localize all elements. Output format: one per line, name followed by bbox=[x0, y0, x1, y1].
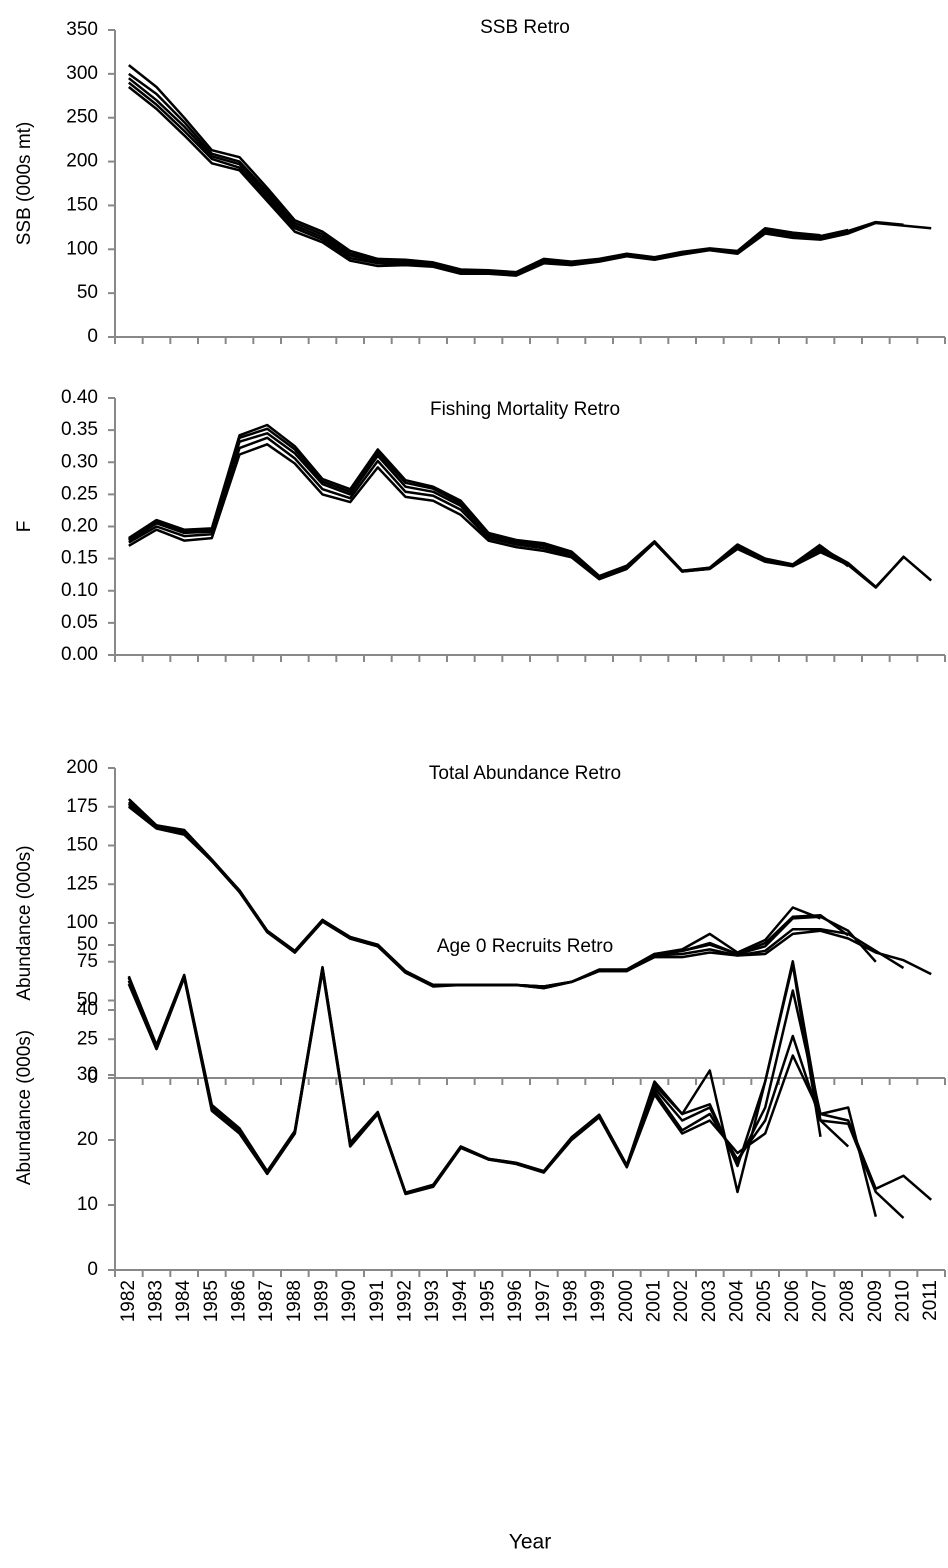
x-tick-label: 2008 bbox=[837, 1280, 858, 1322]
x-tick-label: 1997 bbox=[533, 1280, 554, 1322]
y-tick-label: 0.05 bbox=[61, 612, 98, 633]
chart-title: SSB Retro bbox=[480, 17, 570, 38]
y-tick-label: 0.00 bbox=[61, 644, 98, 665]
y-tick-label: 0 bbox=[87, 1067, 98, 1088]
series-line bbox=[128, 423, 822, 578]
y-tick-label: 20 bbox=[77, 1129, 98, 1150]
x-tick-label: 1996 bbox=[505, 1280, 526, 1322]
y-tick-label: 175 bbox=[66, 796, 98, 817]
y-tick-label: 25 bbox=[77, 1028, 98, 1049]
y-tick-label: 150 bbox=[66, 194, 98, 215]
x-tick-label: 1989 bbox=[312, 1280, 333, 1322]
series-line bbox=[127, 801, 849, 988]
y-tick-label: 50 bbox=[77, 282, 98, 303]
x-tick-label: 1984 bbox=[173, 1280, 194, 1323]
series-line bbox=[127, 967, 878, 1218]
x-tick-label: 2004 bbox=[727, 1280, 748, 1323]
x-tick-label: 2002 bbox=[671, 1280, 692, 1322]
series-line bbox=[128, 805, 932, 990]
y-tick-label: 100 bbox=[66, 912, 98, 933]
y-tick-label: 200 bbox=[66, 757, 98, 778]
x-tick-label: 1985 bbox=[201, 1280, 222, 1322]
series-line bbox=[128, 86, 932, 277]
series-line bbox=[128, 77, 877, 276]
y-tick-label: 30 bbox=[77, 1064, 98, 1085]
y-axis-label: Abundance (000s) bbox=[14, 1030, 35, 1185]
x-tick-label: 1986 bbox=[229, 1280, 250, 1322]
x-tick-label: 1999 bbox=[588, 1280, 609, 1322]
x-tick-label: 1993 bbox=[422, 1280, 443, 1322]
y-tick-label: 0 bbox=[87, 1259, 98, 1280]
y-tick-label: 50 bbox=[77, 934, 98, 955]
x-tick-label: 1998 bbox=[561, 1280, 582, 1322]
x-tick-label: 2010 bbox=[893, 1280, 914, 1322]
chart-title: Age 0 Recruits Retro bbox=[437, 936, 613, 957]
y-axis-label: Abundance (000s) bbox=[14, 845, 35, 1000]
y-tick-label: 0.20 bbox=[61, 516, 98, 537]
series-line bbox=[128, 72, 849, 275]
x-tick-label: 1982 bbox=[118, 1280, 139, 1322]
series-line bbox=[128, 443, 933, 589]
y-tick-label: 0.25 bbox=[61, 483, 98, 504]
y-tick-label: 0 bbox=[87, 326, 98, 347]
y-tick-label: 350 bbox=[66, 19, 98, 40]
x-tick-label: 1983 bbox=[146, 1280, 167, 1322]
y-tick-label: 40 bbox=[77, 999, 98, 1020]
y-axis-label: F bbox=[14, 521, 35, 533]
y-tick-label: 125 bbox=[66, 873, 98, 894]
chart-title: Fishing Mortality Retro bbox=[430, 399, 620, 420]
y-tick-label: 75 bbox=[77, 951, 98, 972]
y-tick-label: 0.30 bbox=[61, 451, 98, 472]
chart-title: Total Abundance Retro bbox=[429, 763, 621, 784]
x-tick-label: 1988 bbox=[284, 1280, 305, 1322]
y-tick-label: 100 bbox=[66, 238, 98, 259]
y-tick-label: 0.35 bbox=[61, 419, 98, 440]
y-tick-label: 0.10 bbox=[61, 580, 98, 601]
x-tick-label: 2001 bbox=[644, 1280, 665, 1322]
series-line bbox=[127, 969, 933, 1201]
x-tick-label: 2007 bbox=[810, 1280, 831, 1322]
y-tick-label: 200 bbox=[66, 151, 98, 172]
x-tick-label: 1994 bbox=[450, 1280, 471, 1323]
y-tick-label: 50 bbox=[77, 990, 98, 1011]
series-line bbox=[127, 798, 821, 988]
x-tick-label: 1995 bbox=[478, 1280, 499, 1322]
x-tick-label: 2000 bbox=[616, 1280, 637, 1322]
y-tick-label: 150 bbox=[66, 835, 98, 856]
series-line bbox=[128, 427, 849, 578]
x-axis-label: Year bbox=[509, 1531, 551, 1554]
x-tick-label: 1992 bbox=[395, 1280, 416, 1322]
y-tick-label: 0.40 bbox=[61, 387, 98, 408]
y-tick-label: 10 bbox=[77, 1194, 98, 1215]
x-tick-label: 1987 bbox=[256, 1280, 277, 1322]
series-line bbox=[127, 968, 905, 1219]
x-tick-label: 2009 bbox=[865, 1280, 886, 1322]
y-axis-label: SSB (000s mt) bbox=[14, 122, 35, 246]
series-line bbox=[128, 81, 904, 276]
y-tick-label: 250 bbox=[66, 107, 98, 128]
x-tick-label: 2003 bbox=[699, 1280, 720, 1322]
x-tick-label: 1990 bbox=[339, 1280, 360, 1322]
series-line bbox=[127, 963, 822, 1194]
y-tick-label: 300 bbox=[66, 63, 98, 84]
series-line bbox=[128, 432, 877, 588]
x-tick-label: 2006 bbox=[782, 1280, 803, 1322]
y-tick-label: 0.15 bbox=[61, 548, 98, 569]
series-line bbox=[128, 64, 821, 274]
x-tick-label: 2011 bbox=[920, 1280, 941, 1321]
x-tick-label: 1991 bbox=[367, 1280, 388, 1322]
x-tick-label: 2005 bbox=[754, 1280, 775, 1322]
